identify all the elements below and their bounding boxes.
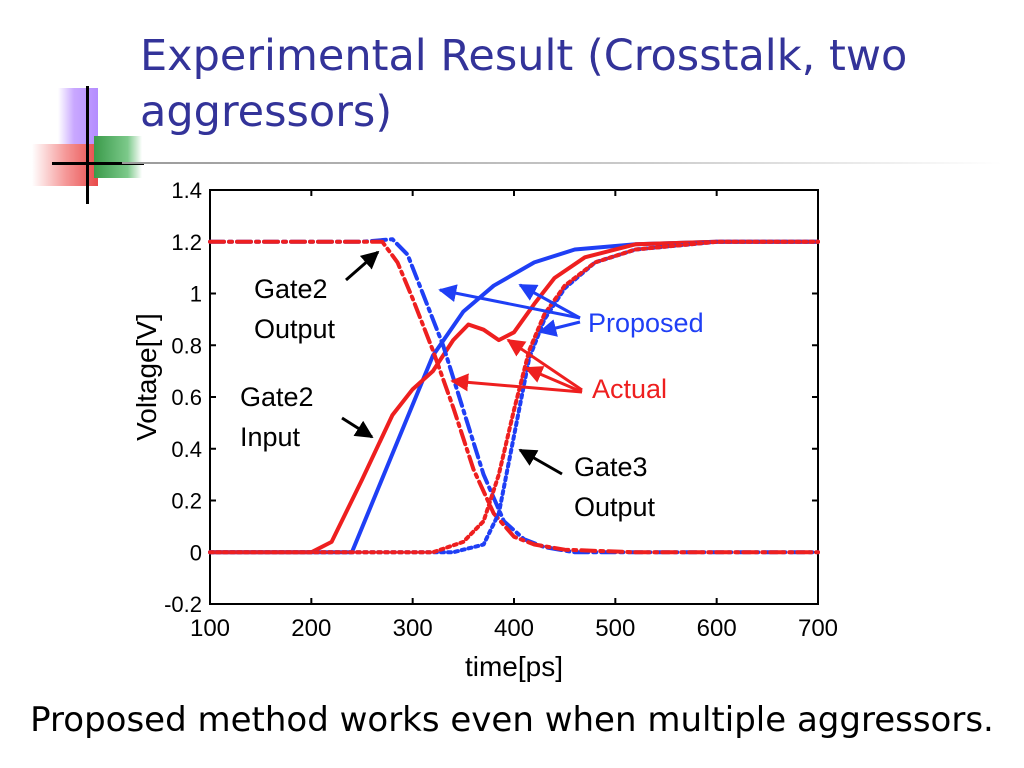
- arrow-proposed-1: [438, 284, 581, 320]
- voltage-time-chart: 100 200 300 400 500 600 700 -0.2 0 0.2 0.4 0.6 0.8 1 1…: [131, 178, 838, 682]
- decorative-vertical-line: [86, 86, 89, 204]
- annotation-proposed: Proposed: [588, 308, 704, 338]
- series-line-gate3-output-actual: [208, 239, 820, 555]
- arrow-actual-3: [524, 366, 583, 394]
- arrow-proposed-3: [538, 319, 581, 337]
- series-line-gate2-output-actual: [208, 239, 820, 555]
- annotation-gate2-input-line1: Gate2: [240, 382, 314, 412]
- x-tick-label: 300: [393, 615, 433, 642]
- x-axis-label: time[ps]: [465, 651, 563, 682]
- arrow-actual-2: [506, 338, 583, 392]
- x-tick-label: 600: [697, 615, 737, 642]
- slide-caption: Proposed method works even when multiple…: [30, 700, 994, 740]
- y-tick-label: 0: [190, 540, 202, 565]
- series-line-gate2-output-proposed: [208, 237, 820, 555]
- arrow-gate2-input: [341, 416, 374, 439]
- x-tick-label: 500: [595, 615, 635, 642]
- arrow-proposed-2: [518, 283, 581, 320]
- y-tick-label: 0.4: [171, 437, 202, 462]
- y-tick-label: 1.2: [171, 230, 202, 255]
- series-line-gate2-input-actual: [208, 239, 820, 555]
- decorative-horizontal-line: [52, 162, 144, 165]
- y-tick-label: 0.2: [171, 489, 202, 514]
- annotation-actual: Actual: [592, 374, 667, 404]
- annotation-gate2-output-line1: Gate2: [254, 274, 328, 304]
- y-axis-label: Voltage[V]: [131, 313, 162, 441]
- x-tick-label: 100: [190, 615, 230, 642]
- y-tick-label: 1.4: [171, 178, 202, 203]
- annotation-gate2-output-line2: Output: [254, 314, 336, 344]
- arrow-gate3-output: [518, 448, 563, 476]
- annotation-gate3-output-line2: Output: [574, 492, 656, 522]
- y-tick-label: 0.8: [171, 333, 202, 358]
- x-tick-label: 400: [494, 615, 534, 642]
- x-tick-label: 200: [291, 615, 331, 642]
- y-tick-label: 0.6: [171, 385, 202, 410]
- y-tick-label: -0.2: [164, 592, 202, 617]
- arrow-actual-1: [450, 373, 583, 394]
- y-tick-label: 1: [190, 282, 202, 307]
- decorative-purple-square: [58, 88, 98, 148]
- arrow-gate2-output: [345, 250, 380, 282]
- x-tick-label: 700: [798, 615, 838, 642]
- decorative-green-square: [94, 136, 142, 178]
- annotation-gate2-input-line2: Input: [240, 422, 301, 452]
- title-underline: [122, 162, 1002, 164]
- slide-title: Experimental Result (Crosstalk, two aggr…: [140, 31, 908, 137]
- annotation-gate3-output-line1: Gate3: [574, 452, 648, 482]
